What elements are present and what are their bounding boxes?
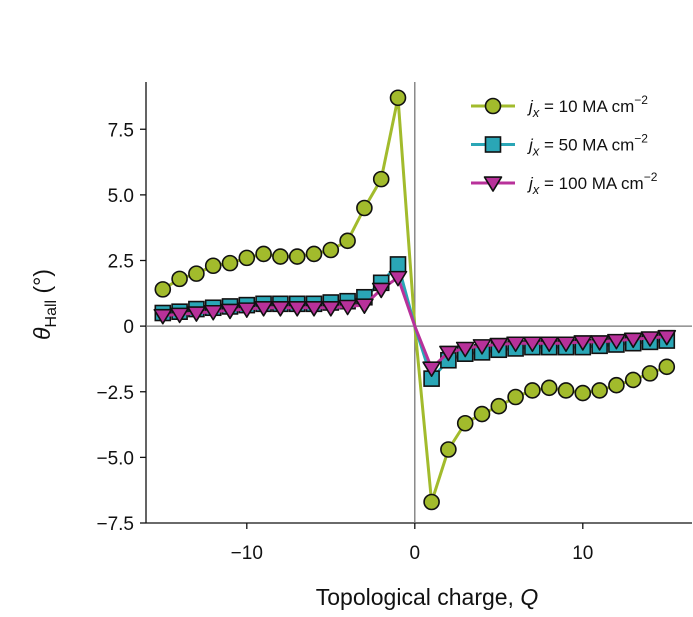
data-point [237, 302, 257, 318]
data-point [483, 176, 503, 192]
data-point [490, 397, 508, 415]
y-axis-title: θHall (°) [29, 269, 60, 340]
data-point [456, 414, 474, 432]
data-point [389, 89, 407, 107]
data-point [608, 376, 625, 394]
y-tick-label: −2.5 [96, 383, 134, 404]
data-point [188, 265, 205, 282]
series-3 [153, 270, 677, 378]
legend-entry-1: jx = 10 MA cm−2 [471, 93, 648, 120]
data-point [338, 299, 357, 316]
data-point [539, 336, 559, 353]
x-tick-label: −10 [231, 543, 263, 564]
data-point [607, 333, 626, 350]
data-point [556, 336, 576, 353]
data-point [372, 170, 390, 188]
data-point [540, 379, 558, 397]
y-tick-label: −7.5 [96, 514, 134, 535]
data-point [170, 307, 189, 324]
data-point [154, 281, 172, 298]
legend: jx = 10 MA cm−2 jx = 50 MA cm−2 jx = 100 M… [471, 93, 658, 197]
data-point [371, 282, 391, 299]
data-point [238, 249, 256, 267]
data-point [507, 388, 524, 406]
data-point [171, 270, 188, 288]
data-point [304, 300, 324, 317]
legend-label: jx = 50 MA cm−2 [527, 132, 648, 159]
data-point [389, 256, 407, 273]
x-axis-title: Topological charge, Q [316, 584, 539, 610]
data-point [557, 382, 575, 399]
plot-area [153, 89, 677, 511]
data-point [524, 382, 541, 399]
data-point [624, 371, 642, 389]
data-point [573, 335, 593, 351]
y-tick-label: 0 [123, 317, 134, 338]
legend-entry-3: jx = 100 MA cm−2 [471, 170, 658, 197]
data-point [221, 254, 239, 272]
data-point [439, 345, 458, 362]
data-point [657, 329, 677, 346]
x-tick-label: 10 [572, 543, 593, 564]
data-point [574, 384, 592, 402]
data-point [455, 341, 475, 358]
y-tick-label: 5.0 [108, 186, 134, 207]
data-point [489, 337, 509, 354]
data-point [591, 382, 608, 399]
y-tick-label: 2.5 [108, 252, 134, 273]
data-point [305, 245, 323, 263]
data-point [422, 361, 441, 378]
y-tick-label: −5.0 [96, 448, 134, 469]
data-point [287, 300, 307, 317]
data-point [355, 298, 374, 315]
data-point [339, 232, 356, 250]
data-point [255, 245, 272, 263]
data-point [388, 270, 408, 287]
data-point [641, 365, 659, 382]
legend-label: jx = 10 MA cm−2 [527, 93, 648, 120]
data-point [523, 336, 542, 353]
x-tick-label: 0 [410, 543, 421, 564]
data-point [271, 300, 290, 317]
data-point [484, 97, 502, 115]
data-point [440, 441, 457, 458]
data-point [187, 306, 206, 322]
data-point [272, 248, 289, 265]
data-point [204, 257, 222, 275]
data-point [640, 331, 660, 347]
data-point [203, 304, 223, 321]
data-point [484, 136, 502, 153]
y-tick-label: 7.5 [108, 120, 134, 141]
data-point [658, 358, 676, 376]
data-point [472, 339, 492, 355]
data-point [220, 303, 240, 320]
legend-entry-2: jx = 50 MA cm−2 [471, 132, 648, 159]
data-point [473, 405, 491, 423]
data-point [506, 336, 525, 353]
data-point [153, 308, 173, 325]
data-point [288, 248, 306, 265]
data-point [321, 300, 341, 317]
data-point [322, 241, 340, 259]
data-point [590, 335, 609, 351]
data-point [423, 493, 440, 511]
axes: 7.5 5.0 2.5 0 −2.5 −5.0 −7.5 −10 0 10 Topological … [29, 82, 692, 610]
data-point [356, 199, 373, 217]
legend-label: jx = 100 MA cm−2 [527, 170, 658, 197]
data-point [254, 300, 273, 317]
data-point [623, 332, 643, 349]
